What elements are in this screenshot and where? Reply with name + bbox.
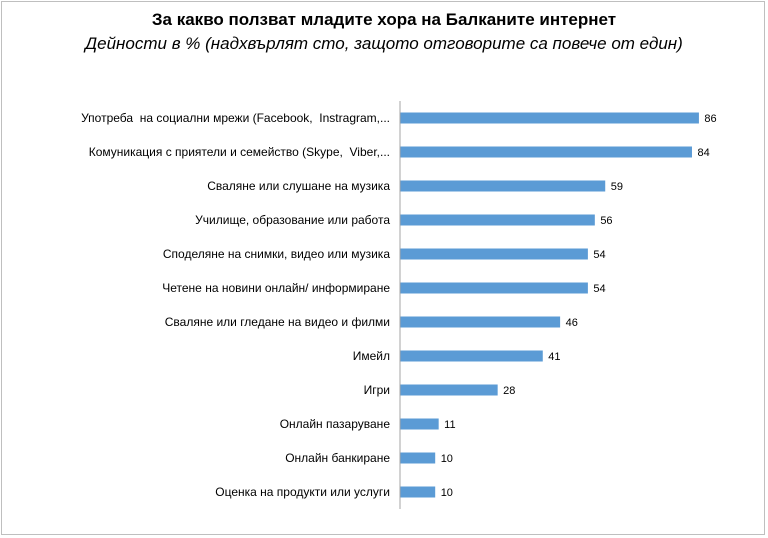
value-label-10: 10 — [441, 453, 453, 465]
category-label-4: Споделяне на снимки, видео или музика — [163, 247, 390, 261]
value-label-1: 84 — [697, 147, 709, 159]
bars-group — [400, 112, 699, 498]
category-label-5: Четене на новини онлайн/ информиране — [162, 281, 390, 295]
bar-7 — [400, 350, 543, 362]
bar-8 — [400, 384, 498, 396]
bar-2 — [400, 180, 606, 192]
bar-9 — [400, 418, 439, 430]
category-label-7: Имейл — [353, 349, 390, 363]
value-label-11: 10 — [441, 487, 453, 499]
category-labels: Употреба на социални мрежи (Facebook, In… — [81, 111, 390, 499]
value-label-4: 54 — [593, 249, 605, 261]
category-label-3: Училище, образование или работа — [195, 213, 390, 227]
bar-5 — [400, 282, 588, 294]
bar-10 — [400, 452, 436, 464]
value-labels: 86 84 59 56 54 54 46 41 28 11 10 10 — [441, 113, 717, 499]
value-label-8: 28 — [503, 385, 515, 397]
bar-3 — [400, 214, 595, 226]
bar-1 — [400, 146, 692, 158]
category-label-9: Онлайн пазаруване — [280, 417, 391, 431]
chart-title: За какво ползват младите хора на Балкани… — [151, 10, 617, 29]
value-label-2: 59 — [611, 181, 623, 193]
bar-11 — [400, 486, 436, 498]
bar-4 — [400, 248, 588, 260]
chart-subtitle: Дейности в % (надхвърлят сто, защото отг… — [85, 34, 683, 53]
category-label-8: Игри — [364, 383, 390, 397]
bar-0 — [400, 112, 699, 124]
bar-6 — [400, 316, 561, 328]
value-label-7: 41 — [548, 351, 560, 363]
value-label-5: 54 — [593, 283, 605, 295]
value-label-9: 11 — [444, 419, 455, 431]
category-label-6: Сваляне или гледане на видео и филми — [165, 315, 390, 329]
category-label-2: Сваляне или слушане на музика — [207, 179, 390, 193]
category-label-10: Онлайн банкиране — [285, 451, 390, 465]
category-label-11: Оценка на продукти или услуги — [215, 485, 390, 499]
value-label-0: 86 — [704, 113, 716, 125]
value-label-6: 46 — [566, 317, 578, 329]
value-label-3: 56 — [600, 215, 612, 227]
category-label-1: Комуникация с приятели и семейство (Skyp… — [89, 145, 390, 159]
category-label-0: Употреба на социални мрежи (Facebook, In… — [81, 111, 390, 125]
